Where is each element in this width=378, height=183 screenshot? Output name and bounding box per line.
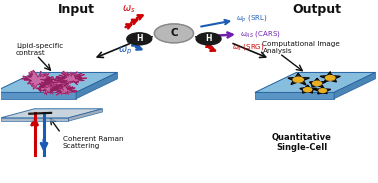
- Text: H: H: [205, 34, 212, 43]
- Circle shape: [304, 88, 312, 92]
- Polygon shape: [40, 76, 68, 90]
- Polygon shape: [1, 118, 68, 121]
- Polygon shape: [53, 83, 77, 95]
- Polygon shape: [0, 72, 118, 92]
- Polygon shape: [255, 92, 334, 99]
- Text: Input: Input: [57, 3, 94, 16]
- Text: Computational Image
Analysis: Computational Image Analysis: [262, 41, 340, 54]
- Circle shape: [325, 76, 335, 80]
- Polygon shape: [22, 70, 58, 89]
- Polygon shape: [0, 92, 76, 99]
- Polygon shape: [313, 86, 331, 94]
- Text: Lipid-specific
contrast: Lipid-specific contrast: [16, 43, 63, 56]
- Text: $\omega_s$: $\omega_s$: [122, 3, 135, 15]
- Circle shape: [313, 81, 321, 85]
- Text: Coherent Raman
Scattering: Coherent Raman Scattering: [63, 136, 123, 149]
- Circle shape: [154, 24, 194, 43]
- Circle shape: [127, 33, 152, 45]
- Polygon shape: [68, 109, 102, 121]
- Polygon shape: [36, 82, 61, 95]
- Polygon shape: [334, 72, 375, 99]
- Polygon shape: [1, 109, 102, 118]
- Text: Output: Output: [293, 3, 342, 16]
- Polygon shape: [55, 71, 87, 87]
- Text: $\omega_p$ (SRL): $\omega_p$ (SRL): [236, 14, 268, 25]
- Circle shape: [319, 89, 327, 92]
- Text: $\omega_p$: $\omega_p$: [118, 44, 132, 57]
- Polygon shape: [76, 72, 118, 99]
- Polygon shape: [288, 73, 309, 85]
- Text: $\omega_s$ (SRG): $\omega_s$ (SRG): [232, 42, 265, 52]
- Polygon shape: [310, 78, 326, 87]
- Text: Quantitative
Single-Cell: Quantitative Single-Cell: [272, 133, 332, 152]
- Circle shape: [196, 33, 221, 45]
- Polygon shape: [300, 85, 316, 93]
- Circle shape: [293, 77, 303, 82]
- Polygon shape: [255, 72, 375, 92]
- Text: H: H: [136, 34, 143, 43]
- Text: C: C: [170, 28, 178, 38]
- Polygon shape: [320, 72, 340, 82]
- Text: $\omega_{AS}$ (CARS): $\omega_{AS}$ (CARS): [240, 29, 280, 39]
